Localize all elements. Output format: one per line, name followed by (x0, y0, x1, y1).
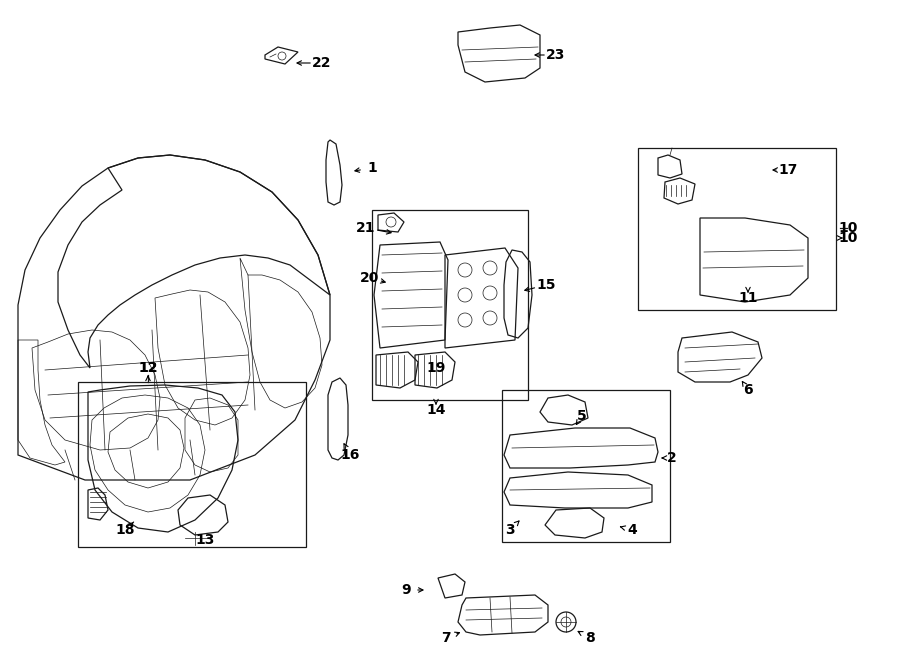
Text: 17: 17 (778, 163, 797, 177)
Text: 15: 15 (536, 278, 556, 292)
Text: 3: 3 (505, 523, 515, 537)
Bar (78, 382, 306, 547)
Bar (502, 390, 670, 542)
Text: 20: 20 (360, 271, 380, 285)
Text: 13: 13 (195, 533, 215, 547)
Text: 10: 10 (838, 221, 858, 235)
Text: 19: 19 (427, 361, 446, 375)
Text: 2: 2 (667, 451, 677, 465)
Text: 10: 10 (838, 231, 858, 245)
Bar (638, 148, 836, 310)
Text: 7: 7 (441, 631, 451, 645)
Text: 9: 9 (401, 583, 410, 597)
Text: 23: 23 (546, 48, 566, 62)
Text: 12: 12 (139, 361, 158, 375)
Text: 6: 6 (743, 383, 752, 397)
Text: 22: 22 (312, 56, 332, 70)
Text: 14: 14 (427, 403, 446, 417)
Text: 12: 12 (139, 361, 158, 375)
Bar (372, 210, 528, 400)
Text: 18: 18 (115, 523, 135, 537)
Text: 1: 1 (367, 161, 377, 175)
Text: 11: 11 (738, 291, 758, 305)
Text: 5: 5 (577, 409, 587, 423)
Text: 8: 8 (585, 631, 595, 645)
Text: 21: 21 (356, 221, 376, 235)
Text: 16: 16 (340, 448, 360, 462)
Text: 4: 4 (627, 523, 637, 537)
